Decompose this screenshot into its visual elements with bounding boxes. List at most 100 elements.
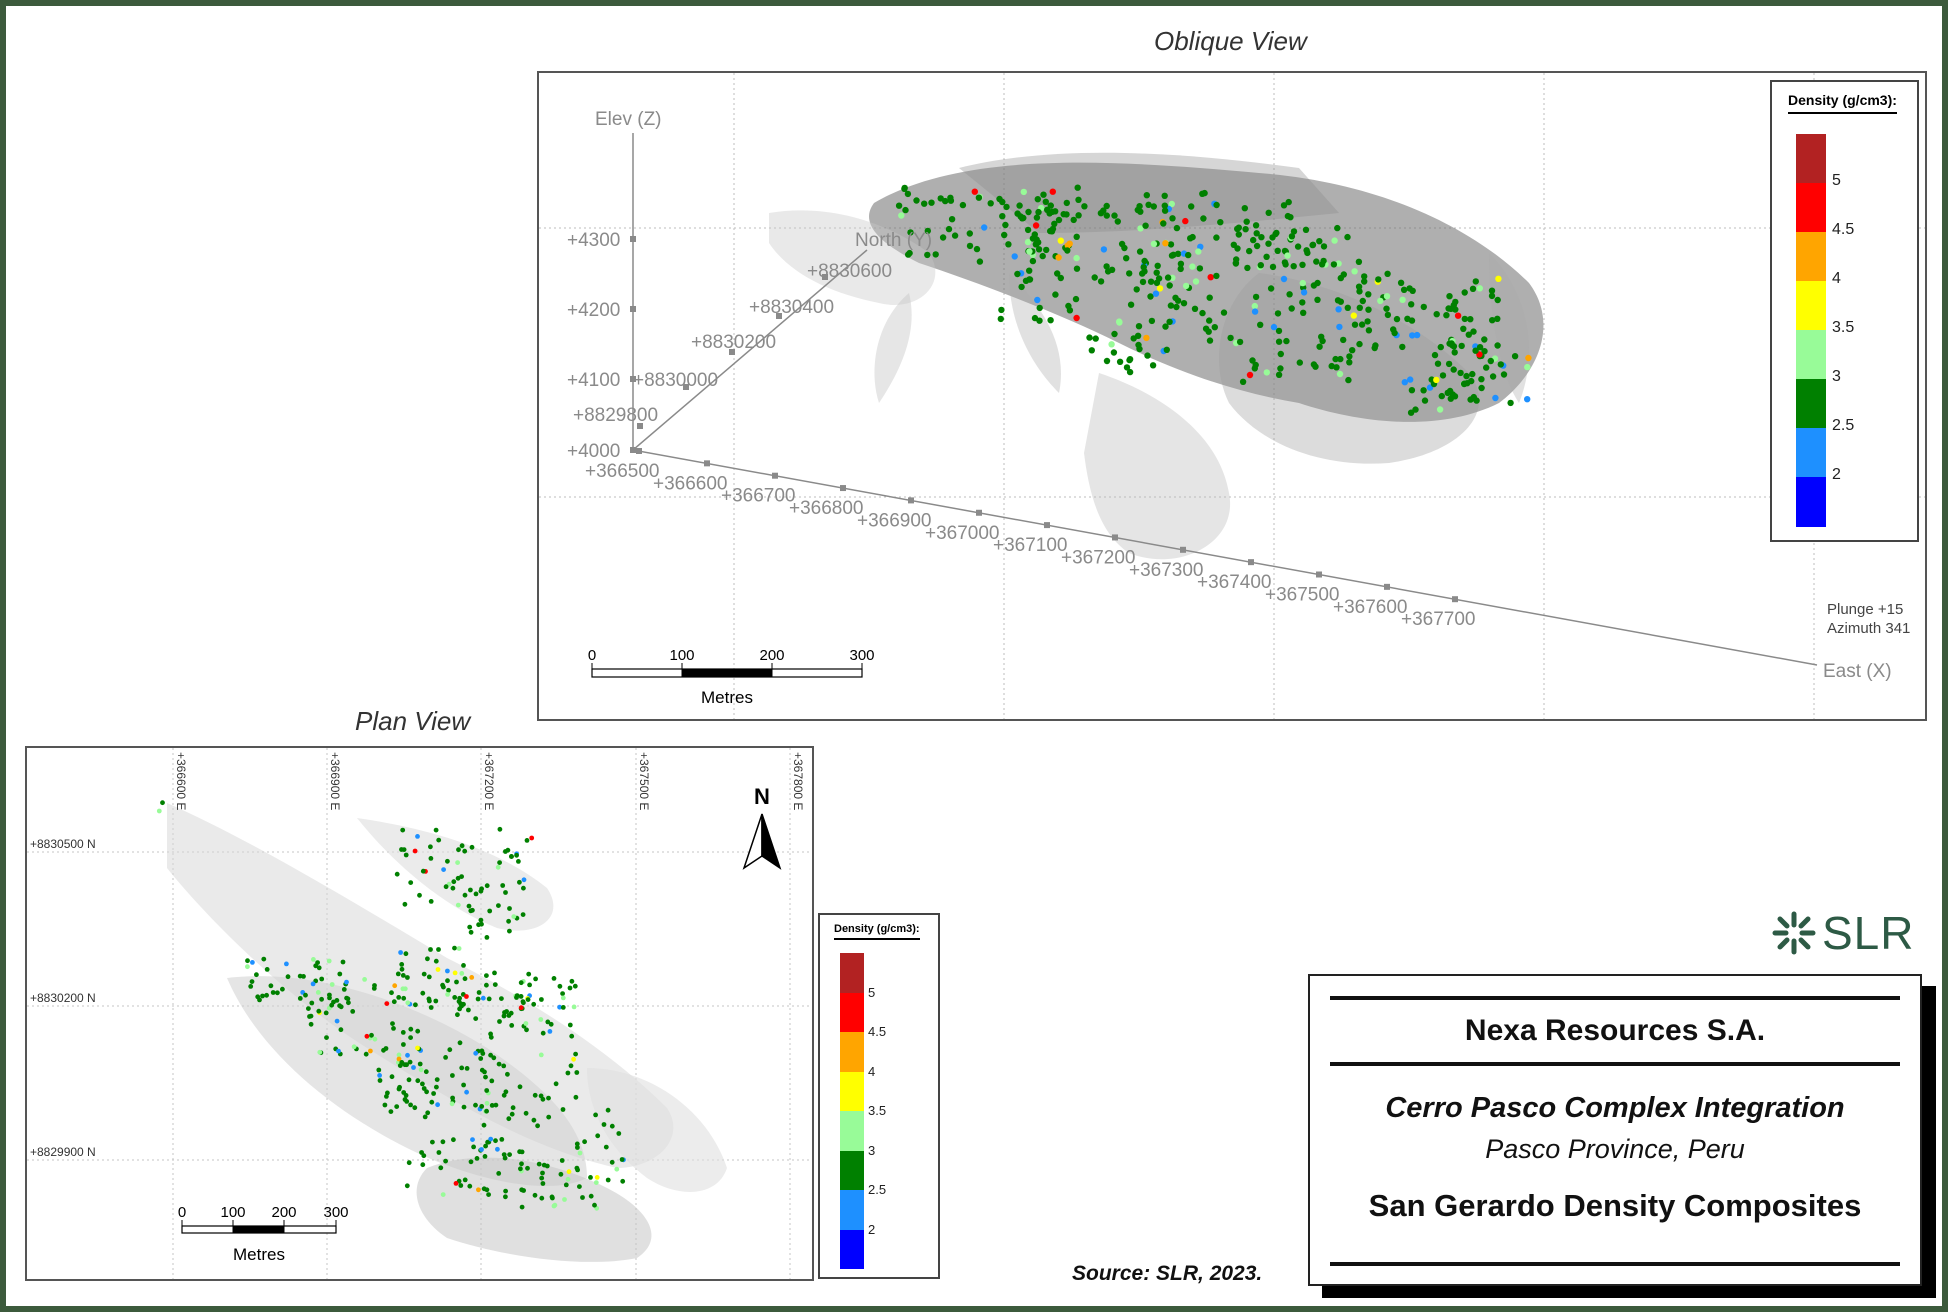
composite-sample-point [1472, 278, 1479, 285]
composite-sample-point [506, 1013, 512, 1018]
composite-sample-point [1066, 240, 1073, 247]
composite-sample-point [489, 1103, 495, 1108]
composite-sample-point [1467, 316, 1474, 323]
composite-sample-point [1525, 354, 1532, 362]
oblique-view-canvas: Elev (Z) +4300 +4200 +4100 +4000 North (… [539, 73, 1925, 719]
composite-sample-point [481, 1186, 487, 1192]
composite-sample-point [519, 1149, 525, 1155]
composite-sample-point [1162, 323, 1169, 330]
composite-sample-point [447, 1047, 453, 1053]
composite-sample-point [372, 1036, 378, 1042]
composite-sample-point [547, 1029, 553, 1034]
composite-sample-point [255, 994, 261, 1000]
composite-sample-point [459, 1065, 465, 1071]
composite-sample-point [1213, 234, 1220, 241]
composite-sample-point [603, 1144, 609, 1150]
composite-sample-point [1507, 399, 1514, 407]
composite-sample-point [351, 1044, 357, 1050]
legend-label: 4 [868, 1064, 876, 1079]
composite-sample-point [425, 956, 430, 962]
composite-sample-point [480, 995, 486, 1001]
composite-sample-point [1355, 258, 1363, 265]
composite-sample-point [1173, 224, 1181, 232]
composite-sample-point [1211, 324, 1218, 331]
composite-sample-point [594, 1175, 600, 1180]
composite-sample-point [1114, 218, 1121, 225]
composite-sample-point [316, 965, 322, 971]
east-tick-mark [1248, 559, 1254, 566]
oblique-density-legend: Density (g/cm3): 5 4.5 4 3.5 3 2.5 2 [1770, 80, 1919, 542]
composite-sample-point [501, 1013, 507, 1019]
composite-sample-point [1265, 209, 1272, 216]
composite-sample-point [388, 1109, 394, 1114]
composite-sample-point [521, 877, 527, 883]
north-tick-label: +8830000 [633, 370, 718, 391]
scale-tick-label: 200 [271, 1204, 296, 1221]
composite-sample-point [401, 995, 407, 1001]
composite-sample-point [1320, 243, 1328, 250]
composite-sample-point [317, 1049, 323, 1055]
composite-sample-point [1351, 268, 1358, 275]
composite-sample-point [541, 1162, 547, 1168]
composite-sample-point [1439, 372, 1447, 379]
composite-sample-point [1450, 366, 1457, 373]
composite-sample-point [422, 1114, 428, 1120]
composite-sample-point [443, 1158, 448, 1164]
composite-sample-point [1299, 261, 1306, 268]
composite-sample-point [1064, 247, 1071, 254]
composite-sample-point [450, 1073, 455, 1078]
composite-sample-point [1281, 259, 1289, 266]
composite-sample-point [1174, 250, 1182, 257]
composite-sample-point [531, 1117, 537, 1123]
composite-sample-point [1461, 380, 1468, 387]
composite-sample-point [1052, 208, 1059, 215]
composite-sample-point [377, 1078, 383, 1083]
composite-sample-point [1137, 225, 1144, 232]
composite-sample-point [1040, 191, 1047, 198]
composite-sample-point [1524, 363, 1531, 371]
azimuth-label: Azimuth 341 [1827, 620, 1910, 637]
composite-sample-point [1299, 299, 1306, 306]
composite-sample-point [428, 947, 433, 952]
composite-sample-point [1458, 342, 1465, 350]
composite-sample-point [451, 879, 457, 885]
composite-sample-point [1034, 196, 1041, 203]
composite-sample-point [1409, 287, 1416, 294]
composite-sample-point [478, 917, 484, 923]
composite-sample-point [1476, 285, 1483, 292]
composite-sample-point [401, 847, 407, 852]
composite-sample-point [1073, 233, 1080, 240]
composite-sample-point [341, 987, 347, 992]
plan-scale-bar: 0 100 200 300 Metres [178, 1204, 349, 1264]
composite-sample-point [1358, 321, 1366, 328]
composite-sample-point [1070, 216, 1077, 224]
composite-sample-point [536, 1161, 542, 1167]
composite-sample-point [254, 972, 259, 978]
composite-sample-point [1407, 376, 1414, 383]
composite-sample-point [1161, 207, 1169, 214]
composite-sample-point [527, 982, 532, 988]
composite-sample-point [338, 1027, 344, 1033]
composite-sample-point [549, 1194, 555, 1200]
composite-sample-point [1333, 364, 1340, 371]
composite-sample-point [1075, 212, 1082, 219]
composite-sample-point [458, 1183, 464, 1188]
composite-sample-point [966, 242, 974, 250]
composite-sample-point [1081, 203, 1088, 210]
composite-sample-point [468, 929, 474, 935]
composite-sample-point [403, 1093, 409, 1098]
composite-sample-point [468, 908, 474, 914]
composite-sample-point [520, 912, 526, 917]
composite-sample-point [479, 1104, 485, 1109]
composite-sample-point [1372, 342, 1379, 349]
composite-sample-point [1123, 255, 1130, 262]
composite-sample-point [1286, 291, 1293, 298]
composite-sample-point [462, 848, 468, 854]
composite-sample-point [1408, 301, 1415, 308]
composite-sample-point [559, 1158, 565, 1163]
composite-sample-point [595, 1133, 601, 1139]
composite-sample-point [1182, 282, 1190, 290]
composite-sample-point [1344, 304, 1351, 311]
composite-sample-point [1002, 221, 1009, 229]
composite-sample-point [461, 1082, 466, 1088]
